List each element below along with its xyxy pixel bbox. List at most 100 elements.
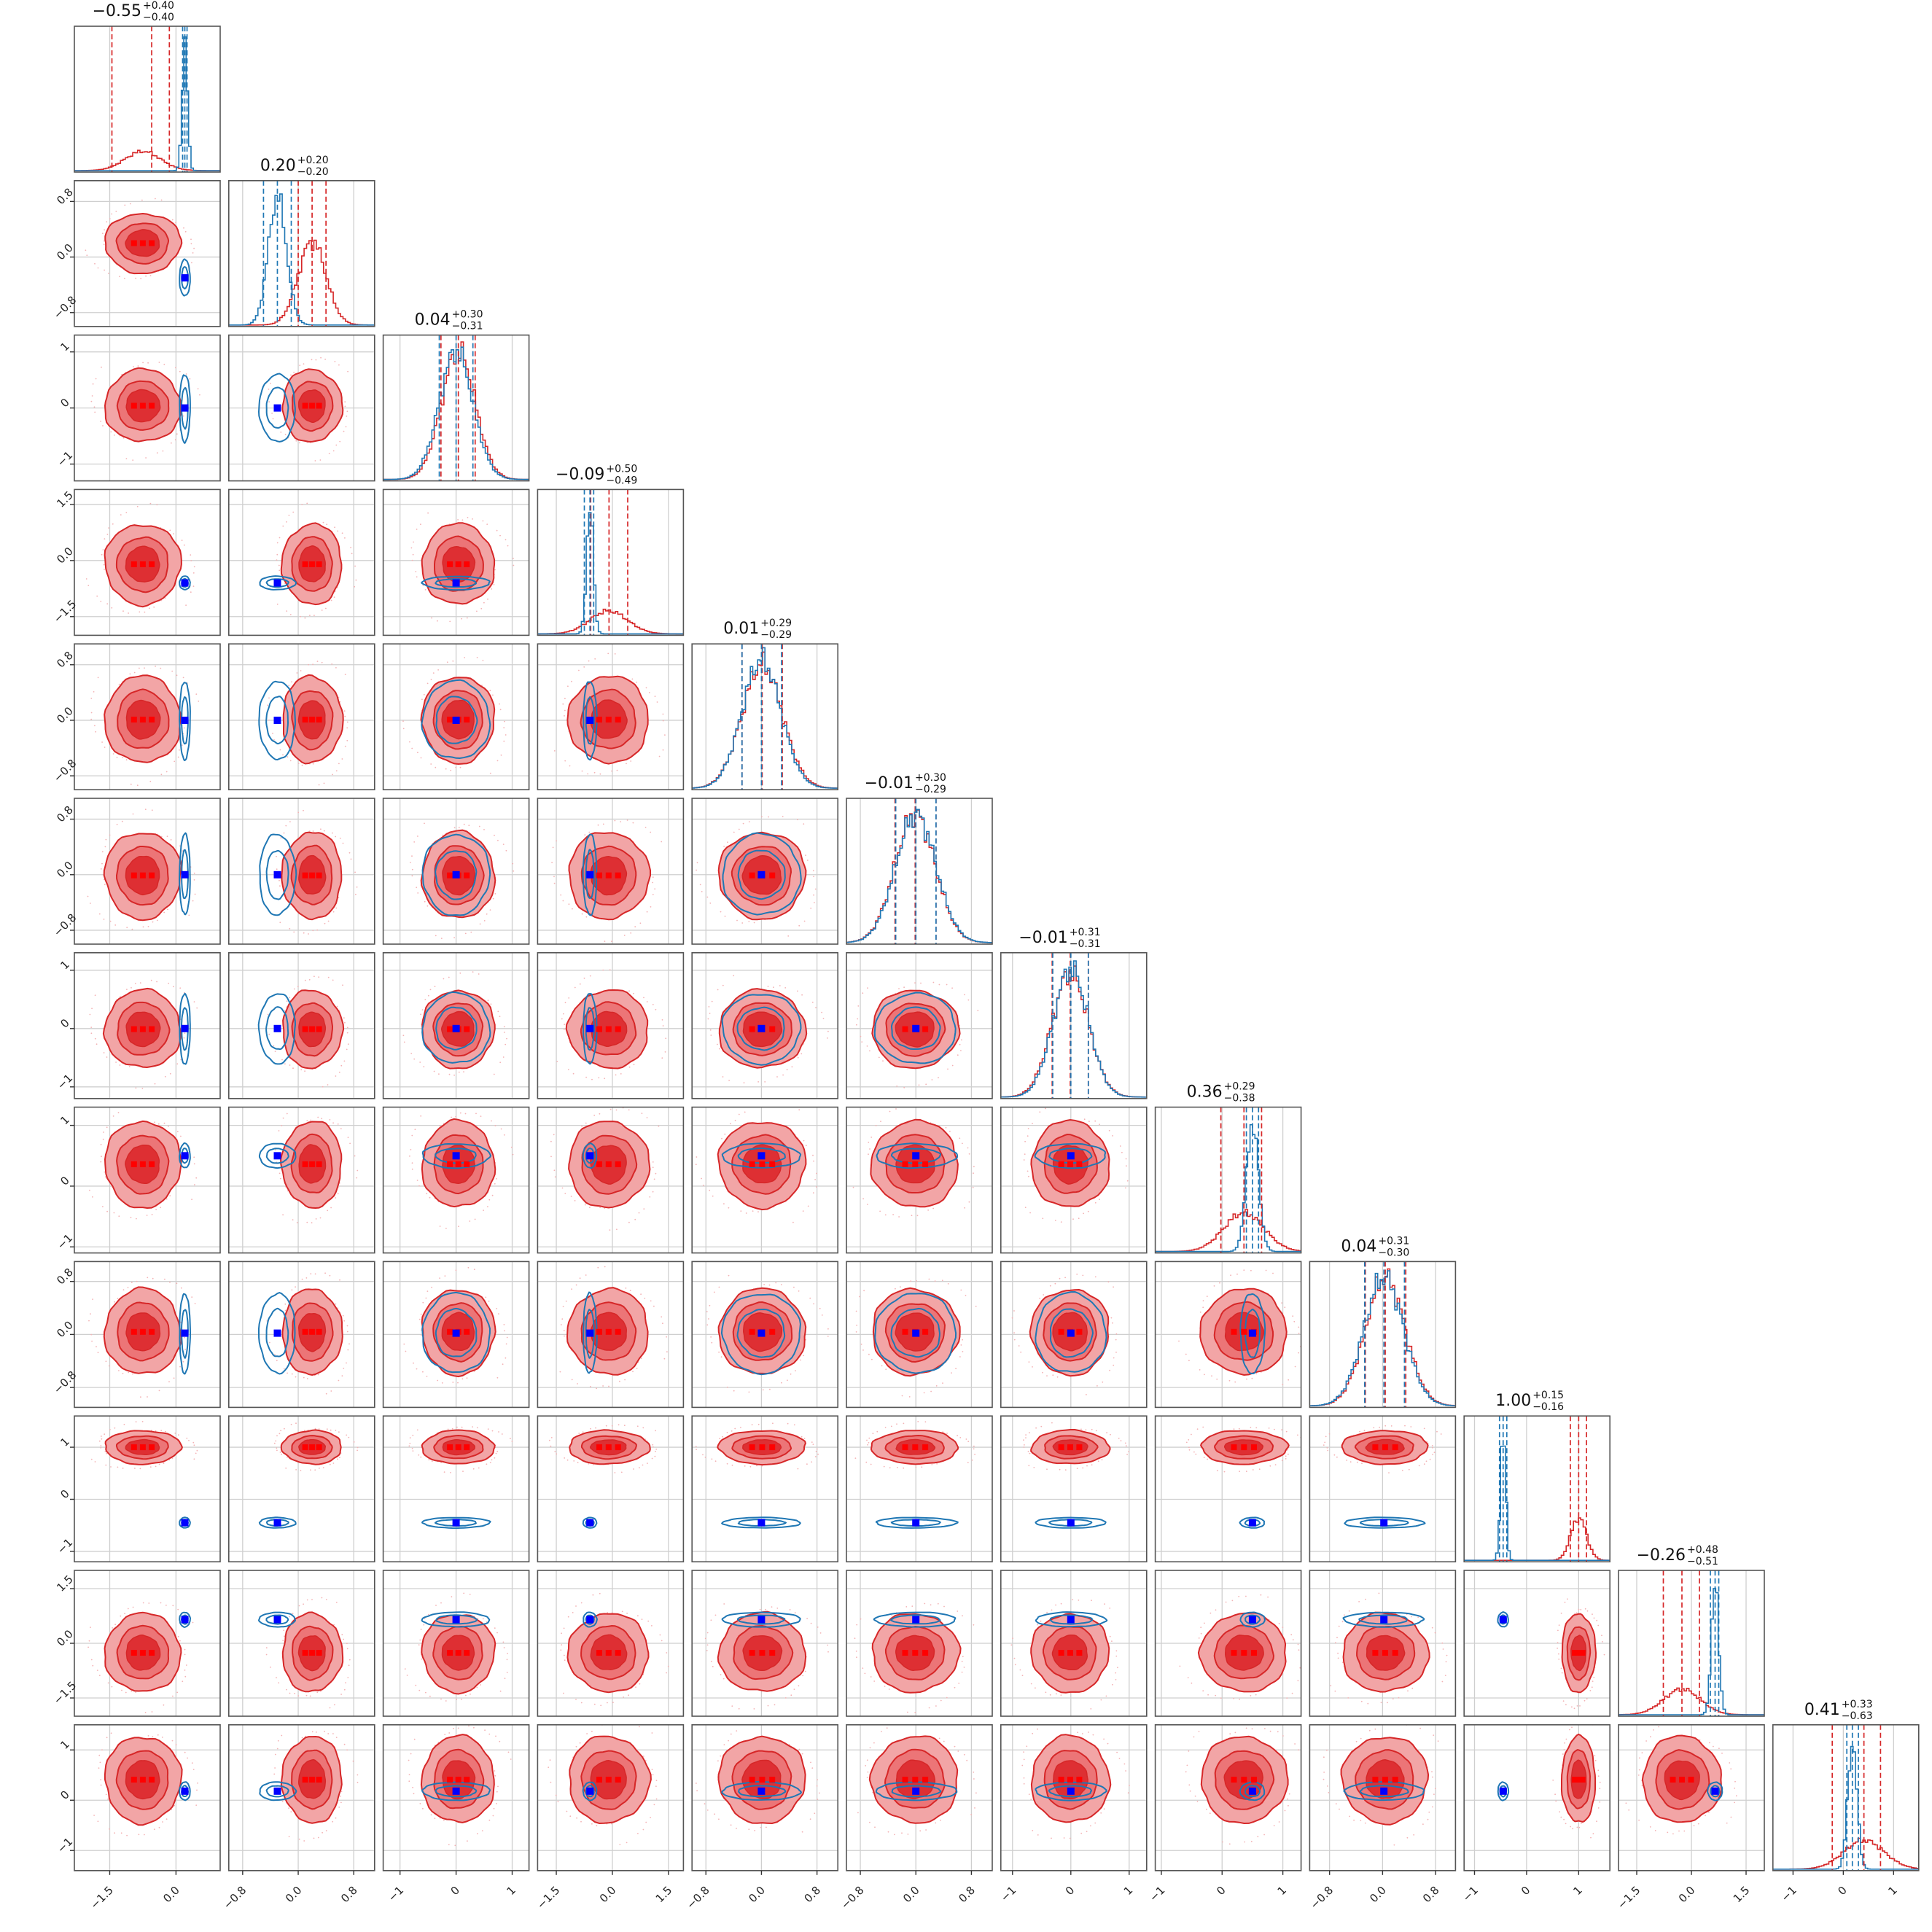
scatter-point bbox=[1188, 1360, 1190, 1362]
scatter-point bbox=[472, 518, 473, 520]
scatter-point bbox=[426, 905, 429, 907]
scatter-point bbox=[506, 1037, 507, 1040]
scatter-point bbox=[129, 673, 131, 675]
scatter-point bbox=[806, 860, 809, 861]
scatter-point bbox=[1678, 1830, 1680, 1832]
truth-marker bbox=[757, 870, 766, 879]
scatter-point bbox=[811, 1767, 814, 1769]
scatter-point bbox=[188, 914, 190, 916]
red-marker bbox=[447, 1444, 453, 1451]
scatter-point bbox=[104, 1451, 106, 1452]
scatter-point bbox=[150, 979, 152, 981]
scatter-point bbox=[411, 1162, 413, 1164]
scatter-point bbox=[101, 553, 103, 556]
scatter-point bbox=[710, 1035, 712, 1036]
scatter-point bbox=[575, 1284, 577, 1286]
panel-frame bbox=[382, 488, 530, 636]
scatter-point bbox=[437, 669, 439, 671]
scatter-point bbox=[867, 1771, 869, 1773]
scatter-point bbox=[503, 727, 505, 729]
contour-panel bbox=[74, 1724, 221, 1871]
scatter-point bbox=[1202, 1300, 1204, 1301]
scatter-point bbox=[317, 1836, 319, 1839]
scatter-point bbox=[419, 1062, 421, 1063]
scatter-point bbox=[896, 1085, 898, 1087]
scatter-point bbox=[604, 1078, 606, 1080]
scatter-point bbox=[652, 1444, 654, 1446]
scatter-point bbox=[1115, 1672, 1117, 1674]
scatter-point bbox=[93, 1815, 96, 1816]
panel-frame bbox=[846, 1415, 993, 1562]
scatter-point bbox=[896, 1423, 897, 1425]
x-tick-label: 1 bbox=[505, 1884, 518, 1898]
scatter-point bbox=[1699, 1739, 1701, 1741]
scatter-point bbox=[324, 358, 326, 360]
scatter-point bbox=[1299, 1667, 1301, 1669]
scatter-point bbox=[609, 1108, 612, 1110]
scatter-point bbox=[1032, 1123, 1033, 1124]
scatter-point bbox=[291, 681, 292, 683]
scatter-point bbox=[706, 1324, 709, 1326]
truth-marker bbox=[1067, 1787, 1075, 1795]
scatter-point bbox=[470, 1693, 471, 1695]
scatter-point bbox=[274, 1354, 276, 1355]
scatter-point bbox=[290, 1811, 292, 1813]
blue-inner-contour bbox=[265, 696, 289, 745]
scatter-point bbox=[339, 701, 341, 703]
red-marker bbox=[759, 1444, 766, 1451]
scatter-point bbox=[458, 827, 460, 828]
red-marker bbox=[302, 1777, 308, 1783]
scatter-point bbox=[290, 374, 292, 376]
scatter-point bbox=[1563, 1818, 1565, 1820]
scatter-point bbox=[810, 1622, 812, 1624]
scatter-point bbox=[151, 1214, 153, 1215]
contour-panel bbox=[382, 952, 530, 1099]
panel-frame bbox=[691, 1415, 839, 1562]
scatter-point bbox=[623, 1425, 626, 1427]
scatter-point bbox=[789, 1719, 790, 1721]
scatter-point bbox=[416, 1429, 418, 1431]
scatter-point bbox=[1202, 1690, 1204, 1692]
blue-histogram bbox=[1619, 1588, 1764, 1715]
scatter-point bbox=[93, 406, 96, 408]
scatter-point bbox=[288, 1836, 290, 1838]
scatter-point bbox=[574, 1200, 576, 1201]
scatter-point bbox=[962, 1351, 964, 1352]
blue-outer-contour bbox=[582, 1781, 598, 1801]
red-marker bbox=[749, 1777, 755, 1783]
scatter-point bbox=[327, 1084, 329, 1086]
scatter-point bbox=[1082, 1274, 1084, 1277]
scatter-point bbox=[1264, 1728, 1266, 1729]
scatter-point bbox=[344, 745, 346, 747]
scatter-point bbox=[652, 876, 654, 878]
scatter-point bbox=[548, 1439, 550, 1441]
red-marker bbox=[1076, 1328, 1083, 1335]
scatter-point bbox=[447, 1428, 449, 1430]
scatter-point bbox=[415, 571, 417, 572]
scatter-point bbox=[139, 611, 141, 613]
scatter-point bbox=[1011, 1317, 1013, 1319]
scatter-point bbox=[1051, 1609, 1053, 1611]
scatter-point bbox=[1185, 1353, 1187, 1355]
scatter-point bbox=[104, 1171, 106, 1173]
title-plus-error: +0.30 bbox=[452, 309, 483, 321]
scatter-point bbox=[951, 1064, 954, 1067]
scatter-point bbox=[467, 1840, 468, 1842]
scatter-point bbox=[1560, 1612, 1562, 1614]
scatter-point bbox=[1024, 1207, 1027, 1209]
scatter-point bbox=[491, 1459, 493, 1461]
scatter-point bbox=[1191, 1433, 1192, 1436]
scatter-point bbox=[805, 1339, 806, 1341]
panel-frame bbox=[382, 952, 530, 1099]
scatter-point bbox=[868, 1142, 870, 1143]
scatter-point bbox=[696, 869, 697, 871]
scatter-point bbox=[1306, 1761, 1308, 1763]
truth-marker bbox=[586, 717, 594, 724]
scatter-point bbox=[338, 1071, 340, 1073]
scatter-point bbox=[891, 1721, 892, 1723]
scatter-point bbox=[1178, 1340, 1180, 1342]
scatter-point bbox=[968, 1153, 970, 1155]
panel-frame bbox=[846, 798, 993, 945]
blue-outer-contour bbox=[1035, 1611, 1108, 1628]
truth-marker bbox=[1499, 1616, 1507, 1624]
